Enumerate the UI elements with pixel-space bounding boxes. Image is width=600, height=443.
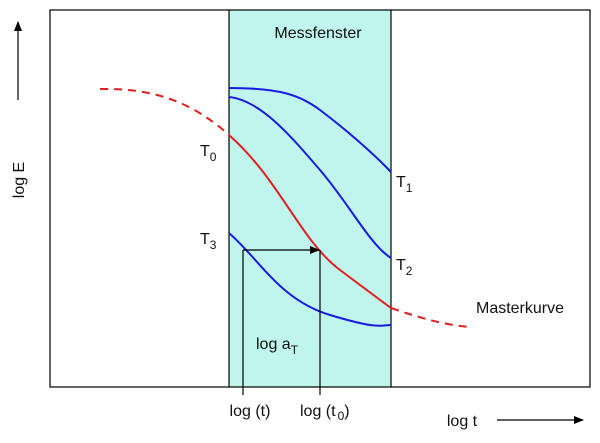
master-curve-dashed	[390, 307, 471, 328]
window-title: Messfenster	[274, 25, 362, 42]
temp-label: T2	[396, 257, 413, 278]
temp-label: T3	[200, 231, 217, 252]
curve-t1	[228, 87, 392, 173]
y-axis-label: log E	[11, 162, 28, 198]
temp-label: T1	[396, 174, 413, 195]
x-axis-label: log t	[447, 413, 478, 430]
text-part: T	[291, 343, 299, 357]
text-part: T	[396, 174, 406, 191]
text-part: 3	[210, 238, 217, 252]
text-part: 2	[406, 264, 413, 278]
shift-label: log aT	[256, 336, 299, 357]
curve-label: Masterkurve	[476, 300, 564, 317]
text-part: T	[200, 231, 210, 248]
text-part: log a	[256, 336, 291, 353]
master-curve-dashed	[99, 87, 230, 136]
temp-label: T0	[200, 143, 217, 164]
measurement-window	[229, 10, 391, 387]
text-part: 0	[210, 150, 217, 164]
text-part: log (t)	[230, 403, 271, 420]
text-part: T	[396, 257, 406, 274]
master-curve	[228, 134, 392, 309]
text-part: 1	[406, 181, 413, 195]
curve-t3	[228, 232, 392, 327]
text-part: log (t	[300, 403, 336, 420]
curve-t2	[228, 96, 392, 259]
text-part: )	[344, 403, 349, 420]
x-marker-label: log (t 0)	[300, 403, 350, 423]
text-part: T	[200, 143, 210, 160]
x-marker-label: log (t)	[230, 403, 271, 420]
text-part: 0	[338, 409, 345, 423]
